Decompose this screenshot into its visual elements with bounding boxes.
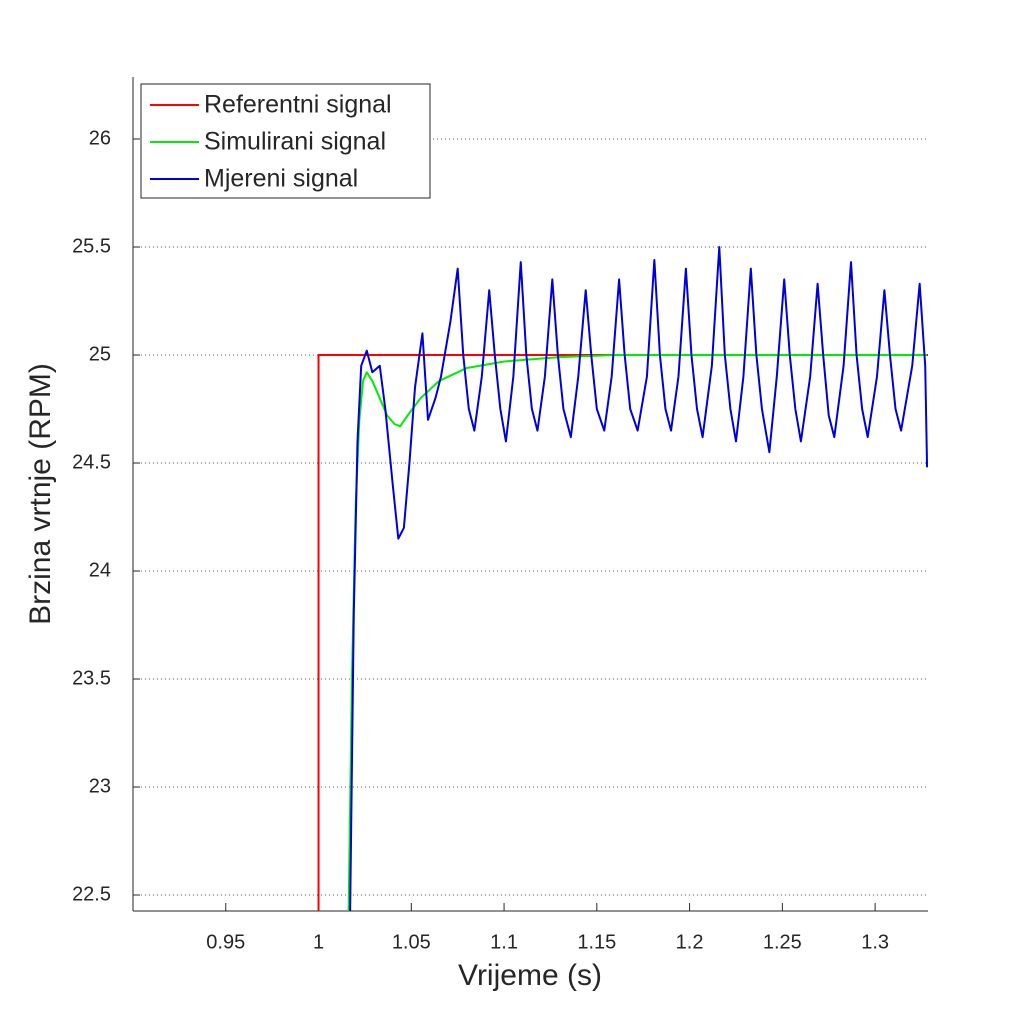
x-tick-label: 1.2 — [676, 931, 704, 953]
y-tick-label: 25 — [89, 343, 111, 365]
y-tick-label: 23 — [89, 775, 111, 797]
x-tick-label: 1.25 — [763, 931, 802, 953]
x-tick-label: 1 — [313, 931, 324, 953]
x-tick-label: 1.05 — [392, 931, 431, 953]
plot-area — [317, 246, 928, 911]
x-tick-label: 0.95 — [206, 931, 245, 953]
y-tick-label: 22.5 — [72, 883, 111, 905]
x-tick-label: 1.15 — [577, 931, 616, 953]
x-tick-label: 1.1 — [490, 931, 518, 953]
x-tick-label: 1.3 — [861, 931, 889, 953]
y-tick-label: 26 — [89, 127, 111, 149]
legend-label: Simulirani signal — [204, 128, 386, 156]
series-line — [349, 246, 928, 911]
legend-label: Mjereni signal — [204, 165, 358, 193]
x-axis-label: Vrijeme (s) — [458, 959, 602, 992]
y-tick-label: 24 — [89, 559, 111, 581]
y-tick-label: 25.5 — [72, 235, 111, 257]
legend-label: Referentni signal — [204, 91, 392, 119]
y-tick-label: 23.5 — [72, 667, 111, 689]
y-tick-label: 24.5 — [72, 451, 111, 473]
y-axis-label: Brzina vrtnje (RPM) — [24, 363, 57, 625]
